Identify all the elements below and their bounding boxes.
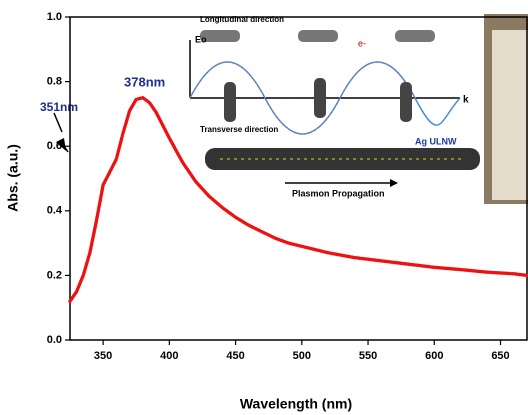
- data-line: [68, 95, 528, 303]
- y-tick-label: 0.4: [47, 205, 63, 217]
- x-tick-label: 550: [359, 350, 377, 362]
- x-tick-label: 500: [293, 350, 311, 362]
- inset-label: e-: [358, 38, 366, 48]
- plot-frame: [69, 16, 528, 341]
- inset-rod: [224, 82, 236, 122]
- inset-label: Plasmon Propagation: [292, 188, 385, 198]
- x-axis-title: Wavelength (nm): [240, 396, 352, 412]
- x-tick-label: 450: [226, 350, 244, 362]
- x-tick-label: 400: [160, 350, 178, 362]
- x-tick-label: 350: [94, 350, 112, 362]
- y-tick-label: 1.0: [47, 11, 62, 23]
- x-tick-label: 650: [491, 350, 509, 362]
- inset-label: Longitudinal direction: [200, 15, 284, 24]
- inset-photo-vial: [492, 30, 528, 200]
- inset-rod: [395, 30, 435, 42]
- inset-label: k: [463, 95, 469, 106]
- y-tick-label: 0.2: [47, 269, 62, 281]
- y-tick-label: 0.8: [47, 76, 62, 88]
- y-axis-title: Abs. (a.u.): [5, 144, 21, 212]
- inset-label: Ag ULNW: [415, 136, 457, 146]
- inset: Longitudinal direction Eo e- k Transvers…: [189, 14, 528, 204]
- inset-rod: [314, 78, 326, 118]
- annotation: 378nm: [124, 74, 165, 89]
- y-tick-label: 0.6: [47, 140, 62, 152]
- inset-rod: [200, 30, 240, 42]
- inset-nanowire: [205, 148, 480, 170]
- inset-arrow-head: [390, 179, 398, 187]
- annotation: 351nm: [40, 100, 78, 114]
- x-tick-label: 600: [425, 350, 443, 362]
- inset-wave: [189, 61, 461, 135]
- inset-label: Eo: [195, 34, 207, 44]
- y-tick-label: 0.0: [47, 334, 62, 346]
- inset-rod: [298, 30, 338, 42]
- inset-label: Transverse direction: [200, 125, 278, 134]
- annotation-arrow-head: [56, 138, 66, 151]
- inset-rod: [400, 82, 412, 122]
